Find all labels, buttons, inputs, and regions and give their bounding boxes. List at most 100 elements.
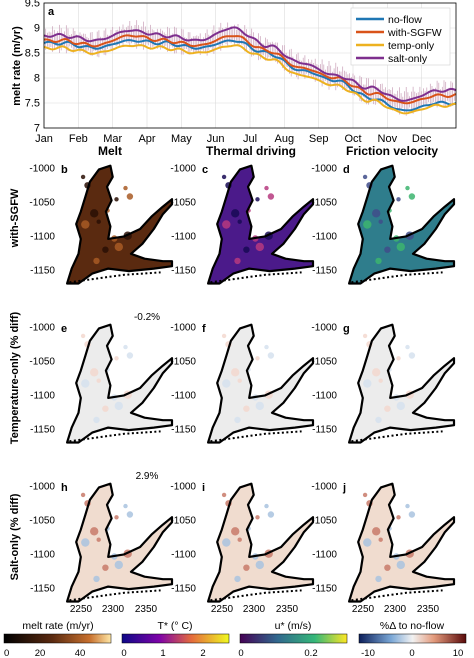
glacier-field: [67, 165, 172, 284]
colorbar-thermal: [121, 633, 230, 644]
field-patch: [362, 492, 368, 498]
x-tick-2: 2300: [243, 604, 266, 615]
field-patch: [102, 405, 109, 412]
y-tick-label: -1100: [171, 391, 196, 402]
y-tick-label: -1100: [312, 550, 337, 561]
y-tick-label: 9: [34, 23, 40, 35]
y-tick-label: -1150: [312, 425, 337, 436]
y-tick-label: -1000: [311, 323, 337, 334]
y-tick-label: -1100: [312, 391, 337, 402]
y-tick-label: -1000: [29, 164, 55, 175]
y-tick-label: -1000: [29, 482, 55, 493]
map-panel-e: e -1000 -1050 -1100 -1150: [29, 323, 174, 444]
ice-front: [351, 430, 443, 443]
field-patch: [243, 246, 250, 253]
map-grid: Melt Thermal driving Friction velocity w…: [9, 144, 456, 615]
y-tick-label: 8: [34, 73, 40, 85]
colorbar-label-friction: u* (m/s): [275, 620, 312, 632]
field-patch: [384, 564, 391, 571]
field-patch: [264, 185, 269, 191]
x-tick-label: Mar: [103, 133, 122, 145]
field-patch: [93, 257, 100, 265]
glacier-field: [67, 324, 172, 443]
column-title-melt: Melt: [98, 144, 122, 158]
colorbar-tick: 20: [35, 648, 46, 658]
panel-letter: j: [342, 482, 346, 494]
field-patch: [396, 560, 405, 570]
y-axis-label: melt rate (m/yr): [11, 26, 23, 106]
column-title-friction-velocity: Friction velocity: [346, 144, 438, 158]
ice-front: [210, 430, 302, 443]
ice-front: [210, 589, 302, 602]
field-patch: [222, 379, 231, 388]
x-tick-label: Aug: [275, 133, 295, 145]
y-tick-label: -1050: [311, 357, 337, 368]
y-tick-label: -1150: [312, 266, 337, 277]
glacier-field: [208, 324, 313, 443]
x-tick-label: Jun: [207, 133, 225, 145]
field-patch: [90, 368, 99, 377]
field-patch: [81, 379, 90, 388]
colorbar-tick: 40: [75, 648, 86, 658]
glacier-field: [208, 483, 313, 602]
field-patch: [405, 344, 410, 350]
series-lines: [43, 20, 457, 116]
y-tick-label: 7: [34, 123, 40, 135]
ice-front: [351, 589, 443, 602]
annotation-e: -0.2%: [134, 312, 160, 323]
y-tick-label: 8.5: [25, 48, 40, 60]
colorbar-label-thermal: T* (° C): [157, 620, 192, 632]
series-line-temp-only: [43, 44, 457, 115]
field-patch: [231, 209, 240, 218]
map-panel-c: c -1000 -1050 -1100 -1150: [170, 164, 315, 285]
column-title-thermal-driving: Thermal driving: [206, 144, 296, 158]
field-patch: [408, 193, 416, 200]
field-patch: [93, 416, 100, 424]
y-tick-label: -1000: [170, 164, 196, 175]
field-patch: [126, 352, 134, 359]
field-patch: [375, 257, 382, 265]
field-patch: [80, 174, 86, 180]
field-patch: [221, 492, 227, 498]
field-patch: [222, 538, 231, 547]
glacier-field: [349, 324, 454, 443]
y-tick-label: -1100: [30, 550, 55, 561]
field-patch: [378, 378, 383, 383]
field-patch: [126, 193, 134, 200]
field-patch: [375, 416, 382, 424]
grounding-line: [348, 164, 456, 285]
x-tick-label: Nov: [378, 133, 398, 145]
y-tick-label: -1150: [171, 425, 196, 436]
field-patch: [93, 575, 100, 583]
field-patch: [237, 537, 242, 542]
field-patch: [90, 527, 99, 536]
grounding-line: [65, 323, 174, 444]
field-patch: [378, 219, 383, 224]
colorbar-label-melt: melt rate (m/yr): [22, 620, 93, 632]
field-patch: [231, 368, 240, 377]
y-tick-label: -1150: [171, 266, 196, 277]
field-patch: [408, 511, 416, 518]
field-patch: [372, 368, 381, 377]
y-tick-label: -1050: [311, 198, 337, 209]
map-panel-f: f -1000 -1050 -1100 -1150: [170, 323, 315, 444]
series-line-no-flow: [43, 39, 457, 112]
colorbar-tick: 0.2: [304, 648, 317, 658]
field-patch: [405, 185, 410, 191]
grounding-line: [207, 164, 315, 285]
map-panel-d: d -1000 -1050 -1100 -1150: [311, 164, 456, 285]
field-patch: [114, 401, 124, 411]
y-tick-label: -1050: [29, 516, 55, 527]
y-tick-label: -1050: [29, 198, 55, 209]
grounding-line: [65, 164, 174, 285]
row-label-salt-only: Salt-only (% diff): [9, 493, 21, 580]
y-tick-label: -1100: [171, 550, 196, 561]
glacier-field: [349, 165, 454, 284]
field-patch: [363, 379, 372, 388]
y-ticks: 7 7.5 8 8.5 9 9.5: [25, 0, 40, 135]
field-patch: [114, 515, 119, 520]
panel-letter: d: [343, 164, 350, 176]
x-tick-3: 2350: [135, 604, 158, 615]
field-patch: [126, 511, 134, 518]
